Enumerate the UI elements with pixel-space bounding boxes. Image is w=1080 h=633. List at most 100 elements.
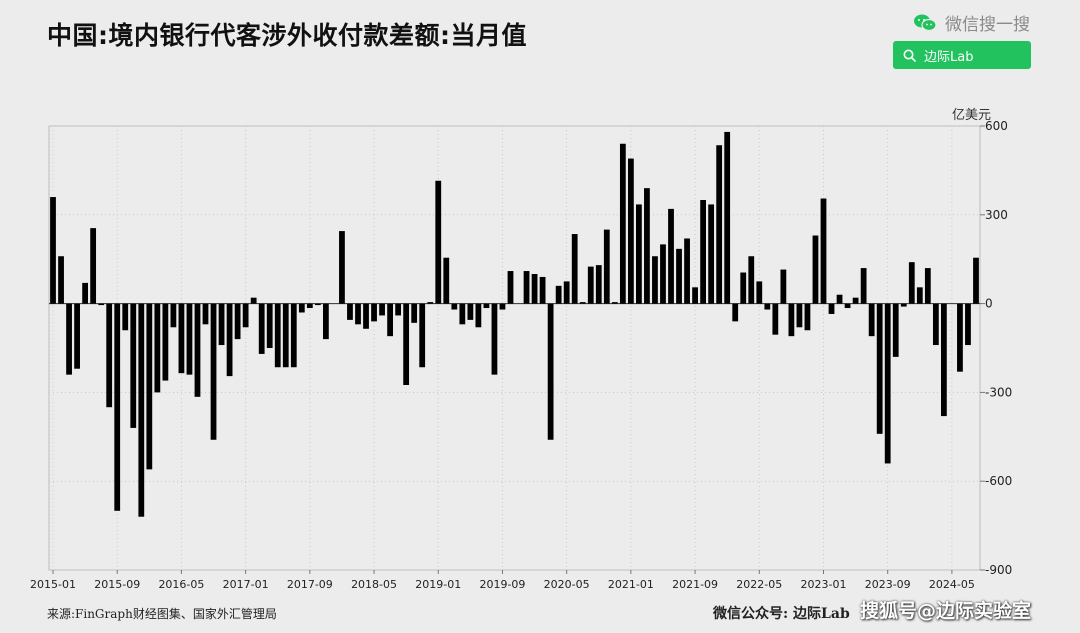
bar (371, 303, 377, 322)
bar (644, 188, 650, 304)
bar (435, 180, 442, 304)
bar (965, 303, 971, 346)
bar (973, 257, 979, 304)
bar (218, 303, 225, 346)
bar (796, 303, 803, 328)
bar (595, 265, 602, 304)
bar (756, 281, 763, 304)
search-button[interactable]: 边际Lab (893, 41, 1031, 69)
bar (154, 303, 161, 393)
bar (411, 303, 418, 323)
bar (676, 248, 682, 304)
x-tick-label: 2018-05 (351, 578, 397, 591)
bar (467, 303, 474, 320)
y-tick-label: -900 (985, 563, 1012, 577)
bar (507, 271, 514, 304)
bar (844, 303, 851, 309)
bar (716, 145, 723, 304)
bar (483, 303, 490, 309)
watermark: 搜狐号@边际实验室 (860, 600, 1032, 622)
bar (186, 303, 193, 375)
bar (379, 303, 385, 316)
bar (603, 229, 610, 304)
y-tick-label: -600 (985, 474, 1012, 488)
bar (627, 158, 634, 304)
bar (202, 303, 209, 325)
bar (298, 303, 305, 313)
bar (924, 268, 931, 304)
bar (82, 282, 89, 304)
y-tick-label: 600 (985, 119, 1008, 133)
bar (820, 198, 827, 304)
bar (339, 231, 345, 304)
bar (724, 131, 731, 304)
bar (58, 256, 64, 304)
bar (74, 303, 80, 369)
bar (427, 302, 434, 304)
bar (355, 303, 361, 325)
bar (660, 244, 666, 304)
wechat-search-logo: 微信搜一搜 (913, 10, 1030, 35)
bar (868, 303, 875, 337)
x-tick-label: 2023-01 (801, 578, 847, 591)
bar (579, 302, 586, 304)
bar (146, 303, 153, 470)
chart-title: 中国:境内银行代客涉外收付款差额:当月值 (47, 21, 527, 50)
bar (916, 287, 923, 304)
source-note: 来源:FinGraph财经图集、国家外汇管理局 (47, 607, 277, 621)
bar (732, 303, 739, 322)
bar (740, 272, 747, 304)
bar (282, 303, 289, 368)
bar (780, 269, 787, 304)
bar (684, 238, 690, 304)
search-button-label: 边际Lab (924, 49, 974, 65)
x-tick-label: 2020-05 (544, 578, 590, 591)
bar (499, 303, 506, 310)
wechat-icon (914, 14, 937, 31)
bar (764, 303, 771, 310)
plot-frame (48, 125, 981, 571)
bar (314, 303, 321, 306)
x-tick-label: 2019-09 (479, 578, 525, 591)
bar (178, 303, 185, 374)
bar (66, 303, 72, 375)
bar (170, 303, 177, 328)
y-axis-unit: 亿美元 (952, 108, 992, 123)
bar (459, 303, 466, 325)
bar (403, 303, 410, 385)
bar (804, 303, 811, 331)
bar (539, 276, 546, 304)
bar (114, 303, 121, 511)
x-tick-label: 2017-01 (223, 578, 269, 591)
bar (700, 200, 706, 304)
bar (932, 303, 939, 346)
bar (226, 303, 233, 377)
bar (908, 262, 915, 304)
bar (90, 228, 97, 304)
bar (266, 303, 273, 348)
bar (547, 303, 554, 440)
bar (884, 303, 891, 464)
bar (323, 303, 329, 340)
bar (194, 303, 201, 397)
y-tick-label: 0 (985, 297, 993, 311)
x-tick-label: 2023-09 (865, 578, 911, 591)
bar (451, 303, 458, 310)
bar (210, 303, 217, 440)
bar (836, 294, 843, 304)
bar (892, 303, 899, 357)
bar (242, 303, 249, 328)
bar (668, 208, 674, 304)
bar (98, 303, 105, 306)
bar (274, 303, 281, 368)
bar (347, 303, 353, 320)
bar (531, 274, 538, 304)
x-tick-label: 2021-01 (608, 578, 654, 591)
x-tick-label: 2015-09 (94, 578, 140, 591)
bar (475, 303, 482, 328)
bar (555, 285, 562, 304)
bar (443, 257, 450, 304)
x-tick-label: 2024-05 (929, 578, 975, 591)
bar (491, 303, 498, 375)
bar (162, 303, 169, 381)
